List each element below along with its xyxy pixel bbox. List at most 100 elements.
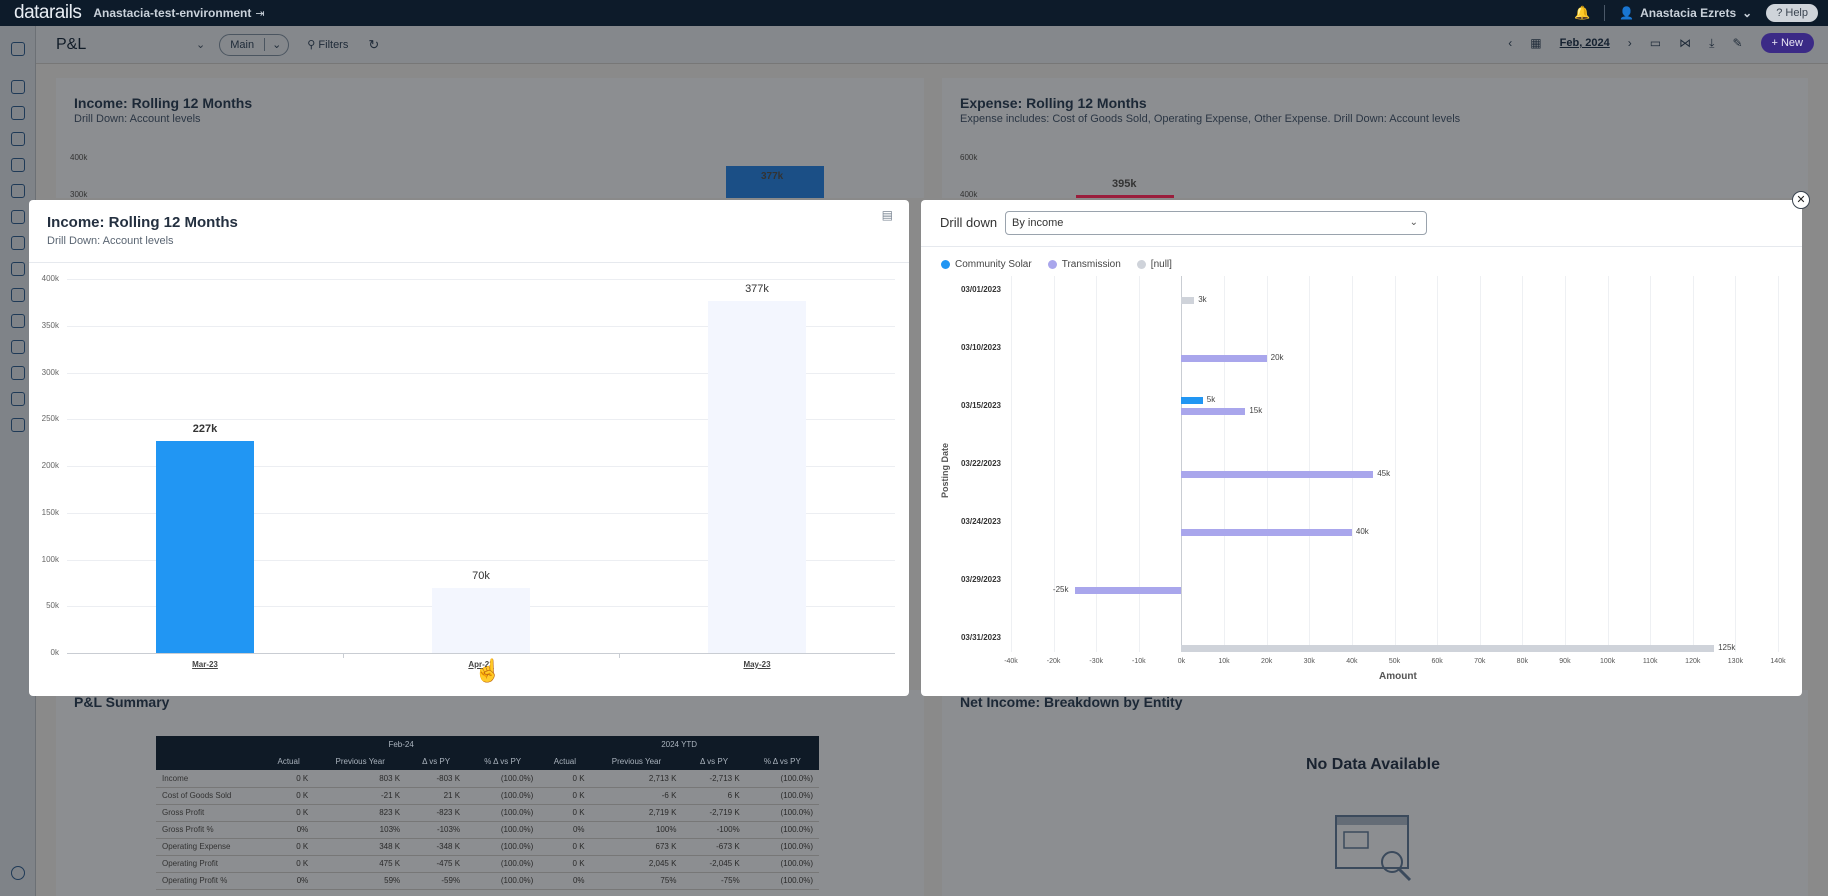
y-tick: 100k [41,554,59,564]
share-icon[interactable]: ⋈ [1679,36,1692,50]
y-tick: 250k [41,414,59,424]
lightbulb-icon[interactable] [11,866,25,880]
bar[interactable] [1181,397,1203,404]
net-income-card: Net Income: Breakdown by Entity No Data … [942,690,1808,896]
bar[interactable] [1181,408,1246,415]
page-title: P&L [56,35,87,53]
income-bar-chart: 400k 350k 300k 250k 200k 150k 100k 50k 0k 227k Mar… [29,200,909,696]
key-icon[interactable] [11,418,25,432]
legend-item[interactable]: Transmission [1047,259,1121,270]
filters-button[interactable]: ⚲ Filters [307,39,349,51]
period-date[interactable]: Feb, 2024 [1559,37,1610,49]
document-icon[interactable] [11,262,25,276]
user-menu[interactable]: 👤 Anastacia Ezrets ⌄ [1619,6,1752,20]
bar-value-label: 70k [472,569,490,582]
panel-title: Income: Rolling 12 Months [47,214,238,231]
table-icon[interactable] [11,314,25,328]
next-period-icon[interactable]: › [1627,36,1632,50]
gridline [67,512,895,514]
y-tick: 300k [41,367,59,377]
comment-icon[interactable]: ▭ [1649,36,1662,50]
edit-icon[interactable]: ✎ [1732,36,1743,50]
new-button[interactable]: + New [1760,33,1814,53]
bar[interactable] [1181,471,1374,478]
table-cell: 0 K [539,787,591,805]
table-cell: 2,045 K [590,855,683,873]
x-tick: 110k [1642,658,1658,665]
target-icon[interactable] [11,158,25,172]
home-icon[interactable] [11,80,25,94]
gridline [1479,276,1481,652]
row-label: Gross Profit [156,804,263,822]
bar[interactable] [708,300,806,653]
gridline [1138,276,1140,652]
calendar-icon[interactable]: ▦ [1530,36,1542,50]
external-link-icon[interactable]: ⇥ [255,7,265,20]
chat-icon[interactable] [11,42,25,56]
top-bar-actions: 🔔 👤 Anastacia Ezrets ⌄ ? Help [1574,0,1818,26]
refresh-icon[interactable]: ↻ [368,36,380,52]
view-selector[interactable]: Main ⌄ [219,33,290,56]
page-selector-chevron-icon[interactable]: ⌄ [196,39,206,51]
gridline [67,372,895,374]
x-tick[interactable]: Mar-23 [192,660,218,669]
x-divider [619,653,620,658]
table-row: Operating Profit % 0% 59% -59% (100.0%) 0% 75%… [156,872,819,890]
help-button[interactable]: ? Help [1766,4,1818,22]
x-tick[interactable]: Apr-23 [468,660,494,669]
column-header: Δ vs PY [682,753,746,770]
presentation-icon[interactable] [11,236,25,250]
hierarchy-icon[interactable] [11,184,25,198]
bar-value-label: 15k [1249,406,1263,415]
bar[interactable] [1181,355,1267,362]
legend-item[interactable]: Community Solar [941,259,1032,270]
bar[interactable] [1181,297,1195,304]
y-tick: 03/15/2023 [960,401,1001,410]
bar-value-label: 45k [1377,469,1391,478]
legend-swatch [1047,260,1057,269]
close-icon[interactable]: ✕ [1792,191,1810,209]
download-icon[interactable]: ⤓ [1709,35,1715,50]
x-tick[interactable]: May-23 [743,660,771,669]
bar-value-label: 377k [745,282,769,295]
settings-icon[interactable] [11,340,25,354]
bar[interactable] [1181,645,1715,652]
x-tick: 0k [1177,658,1186,665]
gridline [1096,276,1098,652]
app-logo[interactable]: datarails [14,2,82,23]
notification-bell-icon[interactable]: 🔔 [1573,5,1591,20]
x-tick: 80k [1516,658,1528,665]
chevron-down-icon[interactable]: ⌄ [264,38,288,51]
clipboard-icon[interactable] [11,106,25,120]
bar[interactable] [1076,195,1174,198]
bar[interactable] [156,440,254,653]
environment-name[interactable]: Anastacia-test-environment [93,6,252,20]
table-cell: (100.0%) [466,872,540,890]
x-tick: 120k [1685,658,1701,665]
bar[interactable] [1181,529,1352,536]
bar-chart-icon[interactable] [11,210,25,224]
table-view-icon[interactable]: ▤ [881,208,893,222]
table-cell: 0 K [263,787,315,805]
legend-item[interactable]: [null] [1136,259,1172,270]
table-cell: 2,719 K [590,804,683,822]
bar[interactable] [726,166,824,198]
column-header: % Δ vs PY [466,753,540,770]
grid-icon[interactable] [11,392,25,406]
drill-down-select[interactable]: By income ⌄ [1005,211,1427,235]
bar[interactable] [1074,587,1182,594]
table-cell: -103% [406,821,467,839]
row-label: Income [156,770,263,788]
top-bar: datarails Anastacia-test-environment ⇥ 🔔… [0,0,1828,26]
y-tick: 200k [41,461,59,470]
folder-icon[interactable] [11,132,25,146]
table-cell: (100.0%) [745,838,819,856]
table-cell: 0% [539,821,591,839]
report-icon[interactable] [11,366,25,380]
previous-period-icon[interactable]: ‹ [1508,36,1513,50]
bar[interactable] [432,587,530,653]
x-tick: 50k [1388,658,1401,665]
files-icon[interactable] [11,288,25,302]
row-label: Operating Profit [156,855,263,873]
y-axis [1181,276,1183,652]
